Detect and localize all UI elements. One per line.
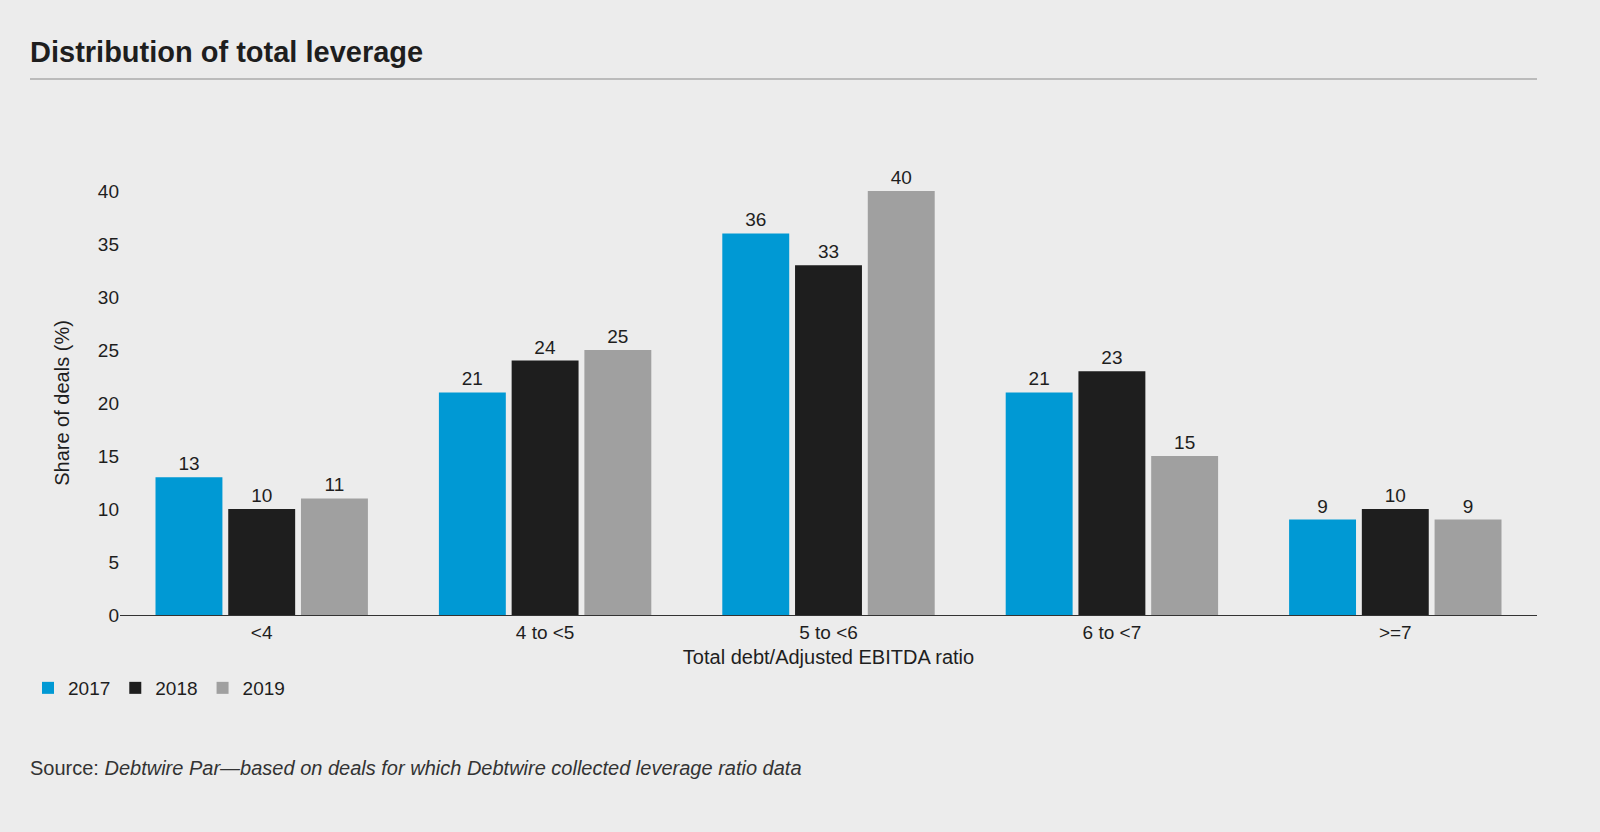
svg-text:Share of deals (%): Share of deals (%) (51, 320, 73, 486)
svg-text:36: 36 (745, 209, 766, 230)
svg-text:25: 25 (607, 326, 628, 347)
svg-text:<4: <4 (251, 622, 273, 643)
svg-text:Source: Debtwire Par—based on: Source: Debtwire Par—based on deals for … (30, 757, 802, 779)
svg-text:23: 23 (1101, 347, 1122, 368)
svg-text:25: 25 (98, 340, 119, 361)
svg-text:4 to <5: 4 to <5 (516, 622, 575, 643)
svg-text:9: 9 (1317, 496, 1328, 517)
svg-text:9: 9 (1463, 496, 1474, 517)
svg-text:21: 21 (462, 368, 483, 389)
svg-text:33: 33 (818, 241, 839, 262)
svg-text:15: 15 (98, 446, 119, 467)
svg-text:35: 35 (98, 234, 119, 255)
svg-text:2017: 2017 (68, 678, 110, 699)
svg-text:2018: 2018 (155, 678, 197, 699)
svg-text:10: 10 (1385, 485, 1406, 506)
svg-text:20: 20 (98, 393, 119, 414)
svg-text:40: 40 (891, 167, 912, 188)
svg-text:0: 0 (108, 605, 119, 626)
svg-text:10: 10 (251, 485, 272, 506)
svg-text:40: 40 (98, 181, 119, 202)
svg-text:30: 30 (98, 287, 119, 308)
svg-text:Distribution of total leverage: Distribution of total leverage (30, 36, 423, 68)
svg-text:6 to <7: 6 to <7 (1083, 622, 1142, 643)
svg-text:21: 21 (1029, 368, 1050, 389)
svg-text:15: 15 (1174, 432, 1195, 453)
svg-text:5: 5 (108, 552, 119, 573)
svg-text:10: 10 (98, 499, 119, 520)
svg-text:24: 24 (534, 337, 556, 358)
svg-text:13: 13 (178, 453, 199, 474)
svg-text:11: 11 (325, 474, 345, 495)
svg-text:5 to <6: 5 to <6 (799, 622, 858, 643)
svg-text:2019: 2019 (243, 678, 285, 699)
svg-text:Total debt/Adjusted EBITDA rat: Total debt/Adjusted EBITDA ratio (683, 646, 974, 668)
svg-text:>=7: >=7 (1379, 622, 1412, 643)
